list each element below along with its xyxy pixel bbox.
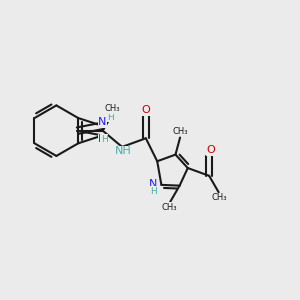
Text: N: N <box>148 179 157 189</box>
Text: CH₃: CH₃ <box>212 193 227 202</box>
Text: N: N <box>98 134 106 144</box>
Text: H: H <box>107 113 114 122</box>
Text: CH₃: CH₃ <box>104 104 120 113</box>
Text: H: H <box>150 187 157 196</box>
Text: CH₃: CH₃ <box>173 127 188 136</box>
Text: O: O <box>206 145 215 155</box>
Text: NH: NH <box>115 146 132 156</box>
Text: O: O <box>142 105 150 115</box>
Text: N: N <box>98 117 106 127</box>
Text: H: H <box>101 134 108 143</box>
Text: CH₃: CH₃ <box>162 203 177 212</box>
